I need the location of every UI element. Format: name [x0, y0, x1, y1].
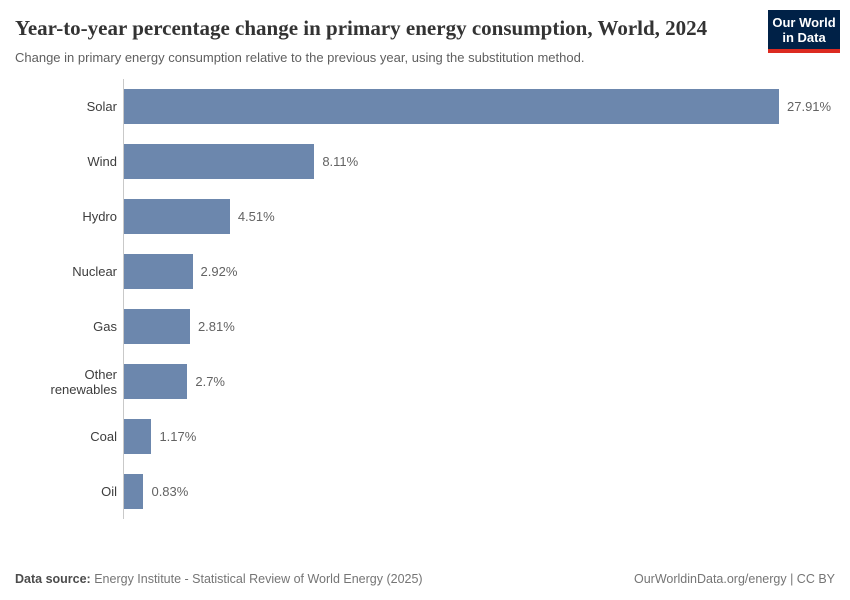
bar[interactable] — [124, 254, 193, 289]
category-label: Wind — [87, 154, 117, 169]
bar-value-label: 2.92% — [200, 264, 238, 279]
chart-row: Coal 1.17% — [15, 409, 835, 464]
bar[interactable] — [124, 364, 188, 399]
plot-cell: 4.51% — [123, 189, 835, 244]
category-label: Oil — [101, 484, 117, 499]
owid-logo-line1: Our World — [772, 15, 836, 30]
chart-row: Oil 0.83% — [15, 464, 835, 519]
data-source-text: Energy Institute - Statistical Review of… — [90, 572, 423, 586]
plot-cell: 2.92% — [123, 244, 835, 299]
bar-value-label: 0.83% — [151, 484, 189, 499]
category-label: Hydro — [82, 209, 117, 224]
category-label: Solar — [86, 99, 117, 114]
plot-cell: 1.17% — [123, 409, 835, 464]
bar[interactable] — [124, 144, 315, 179]
bar-value-label: 2.81% — [197, 319, 235, 334]
bar-value-label: 1.17% — [159, 429, 197, 444]
bar[interactable] — [124, 419, 152, 454]
chart-footer: Data source: Energy Institute - Statisti… — [15, 572, 835, 586]
owid-logo: Our World in Data — [768, 10, 840, 53]
bar[interactable] — [124, 199, 230, 234]
data-source-label: Data source: — [15, 572, 91, 586]
plot-cell: 0.83% — [123, 464, 835, 519]
bar-chart: Solar 27.91% Wind 8.11% Hydro 4.51% Nuclear 2.9… — [15, 79, 835, 519]
chart-row: Hydro 4.51% — [15, 189, 835, 244]
bar-value-label: 8.11% — [322, 154, 359, 169]
chart-row: Solar 27.91% — [15, 79, 835, 134]
bar[interactable] — [124, 309, 190, 344]
plot-cell: 27.91% — [123, 79, 835, 134]
plot-cell: 8.11% — [123, 134, 835, 189]
bar-value-label: 27.91% — [787, 99, 832, 114]
bar-value-label: 2.7% — [195, 374, 225, 389]
plot-cell: 2.81% — [123, 299, 835, 354]
bar-value-label: 4.51% — [237, 209, 275, 224]
bar[interactable] — [124, 474, 144, 509]
bar[interactable] — [124, 89, 779, 124]
chart-subtitle: Change in primary energy consumption rel… — [15, 50, 585, 65]
data-source: Data source: Energy Institute - Statisti… — [15, 572, 423, 586]
chart-header: Year-to-year percentage change in primar… — [0, 0, 850, 65]
owid-logo-line2: in Data — [782, 30, 826, 45]
category-label: Gas — [93, 319, 117, 334]
page-title: Year-to-year percentage change in primar… — [15, 16, 708, 40]
plot-cell: 2.7% — [123, 354, 835, 409]
chart-row: Nuclear 2.92% — [15, 244, 835, 299]
category-label: Nuclear — [72, 264, 117, 279]
chart-row: Other renewables 2.7% — [15, 354, 835, 409]
category-label: Other renewables — [50, 366, 118, 397]
category-label: Coal — [90, 429, 117, 444]
chart-row: Gas 2.81% — [15, 299, 835, 354]
license-note: OurWorldinData.org/energy | CC BY — [633, 572, 835, 586]
chart-row: Wind 8.11% — [15, 134, 835, 189]
